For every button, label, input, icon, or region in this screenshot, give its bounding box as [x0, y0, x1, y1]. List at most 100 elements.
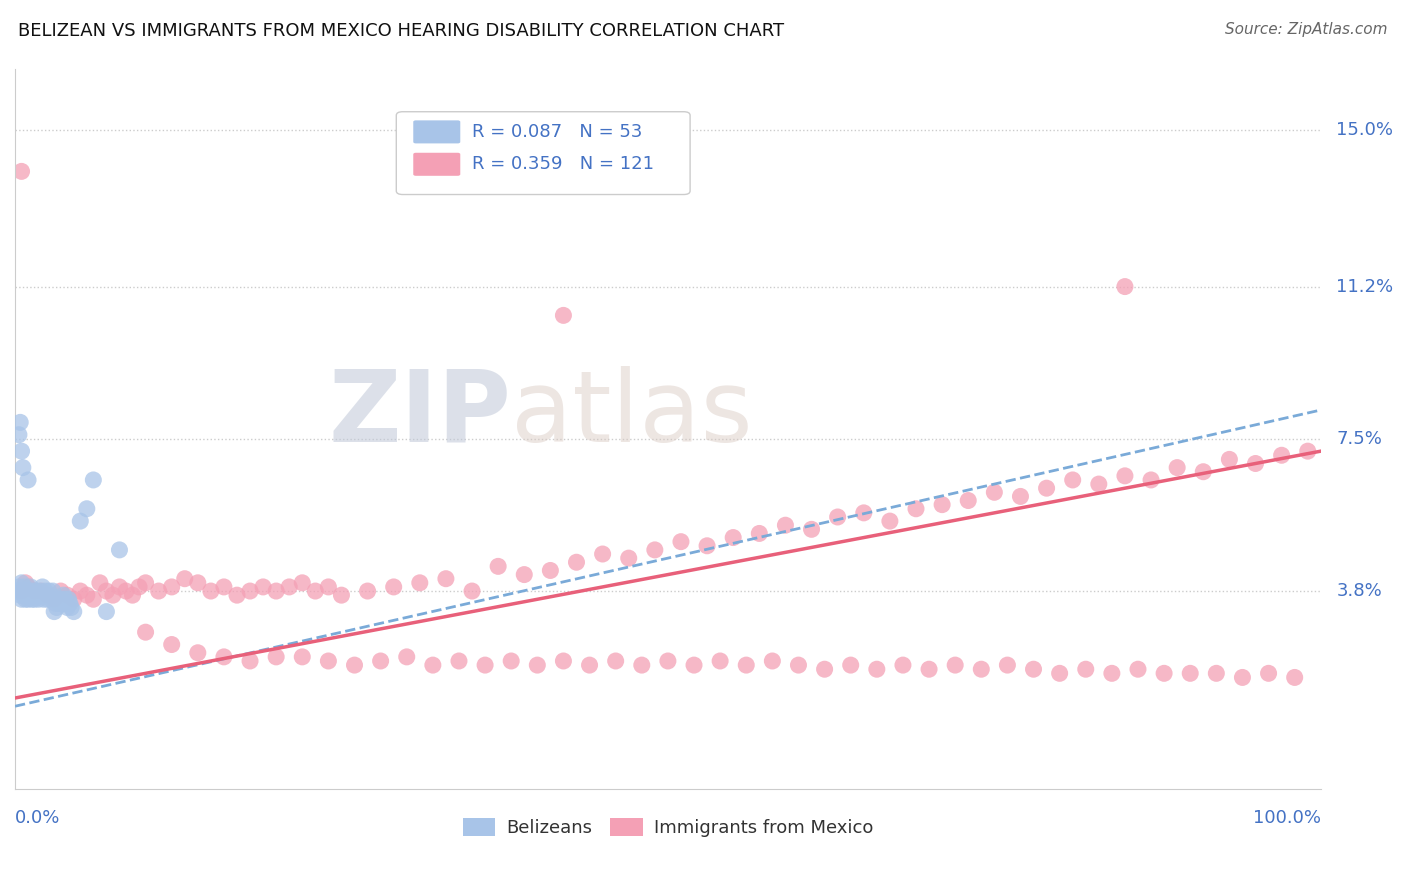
- Point: [461, 584, 484, 599]
- Point: [904, 501, 927, 516]
- Point: [32, 592, 55, 607]
- Point: [565, 555, 588, 569]
- Point: [1166, 460, 1188, 475]
- Point: [17, 584, 39, 599]
- Point: [721, 531, 744, 545]
- Point: [76, 588, 98, 602]
- Point: [226, 588, 249, 602]
- Point: [41, 592, 63, 607]
- Point: [264, 649, 287, 664]
- Point: [30, 584, 52, 599]
- Text: BELIZEAN VS IMMIGRANTS FROM MEXICO HEARING DISABILITY CORRELATION CHART: BELIZEAN VS IMMIGRANTS FROM MEXICO HEARI…: [18, 22, 785, 40]
- Point: [1010, 490, 1032, 504]
- Point: [1244, 457, 1267, 471]
- Point: [44, 592, 66, 607]
- Point: [135, 625, 157, 640]
- Point: [27, 592, 49, 607]
- Point: [25, 584, 48, 599]
- Text: 0.0%: 0.0%: [15, 809, 60, 827]
- Point: [513, 567, 536, 582]
- Point: [1062, 473, 1084, 487]
- Point: [382, 580, 405, 594]
- Text: 15.0%: 15.0%: [1337, 121, 1393, 139]
- Point: [13, 588, 35, 602]
- Point: [486, 559, 509, 574]
- Point: [501, 654, 523, 668]
- Point: [10, 575, 32, 590]
- Point: [45, 600, 67, 615]
- Point: [1049, 666, 1071, 681]
- Point: [20, 580, 42, 594]
- Point: [38, 584, 60, 599]
- Point: [1296, 444, 1319, 458]
- Point: [748, 526, 770, 541]
- Point: [62, 592, 84, 607]
- Point: [44, 605, 66, 619]
- Point: [160, 638, 183, 652]
- Point: [605, 654, 627, 668]
- Point: [17, 592, 39, 607]
- Point: [108, 580, 131, 594]
- Point: [69, 584, 91, 599]
- Point: [983, 485, 1005, 500]
- Point: [447, 654, 470, 668]
- Point: [108, 542, 131, 557]
- Point: [160, 580, 183, 594]
- Point: [278, 580, 301, 594]
- Point: [1257, 666, 1279, 681]
- Point: [187, 646, 209, 660]
- Point: [1022, 662, 1045, 676]
- Point: [18, 588, 41, 602]
- Point: [48, 596, 70, 610]
- Point: [553, 654, 575, 668]
- Point: [1153, 666, 1175, 681]
- Point: [318, 580, 340, 594]
- Point: [7, 580, 30, 594]
- Point: [11, 584, 34, 599]
- Point: [30, 588, 52, 602]
- Point: [370, 654, 392, 668]
- Point: [58, 592, 80, 607]
- Point: [318, 654, 340, 668]
- Point: [970, 662, 993, 676]
- Point: [56, 588, 79, 602]
- Point: [7, 427, 30, 442]
- Point: [212, 649, 235, 664]
- Point: [8, 588, 31, 602]
- Point: [24, 584, 46, 599]
- Point: [696, 539, 718, 553]
- Point: [28, 584, 51, 599]
- Point: [53, 592, 76, 607]
- Point: [800, 522, 823, 536]
- Point: [24, 588, 46, 602]
- Point: [8, 415, 31, 429]
- Point: [343, 658, 366, 673]
- Point: [657, 654, 679, 668]
- Point: [10, 164, 32, 178]
- Point: [34, 584, 56, 599]
- Point: [10, 584, 32, 599]
- Point: [14, 592, 37, 607]
- Point: [630, 658, 652, 673]
- Point: [1232, 670, 1254, 684]
- Text: R = 0.359   N = 121: R = 0.359 N = 121: [472, 155, 654, 173]
- Point: [617, 551, 640, 566]
- Point: [11, 460, 34, 475]
- Point: [761, 654, 783, 668]
- Point: [1101, 666, 1123, 681]
- Point: [148, 584, 170, 599]
- Point: [10, 592, 32, 607]
- Point: [787, 658, 810, 673]
- Point: [1088, 477, 1111, 491]
- Point: [291, 575, 314, 590]
- Point: [60, 600, 83, 615]
- FancyBboxPatch shape: [396, 112, 690, 194]
- Point: [39, 588, 62, 602]
- Text: atlas: atlas: [512, 366, 752, 463]
- Point: [526, 658, 548, 673]
- Point: [37, 592, 59, 607]
- Point: [55, 596, 77, 610]
- Point: [82, 592, 104, 607]
- Point: [918, 662, 941, 676]
- Text: Source: ZipAtlas.com: Source: ZipAtlas.com: [1225, 22, 1388, 37]
